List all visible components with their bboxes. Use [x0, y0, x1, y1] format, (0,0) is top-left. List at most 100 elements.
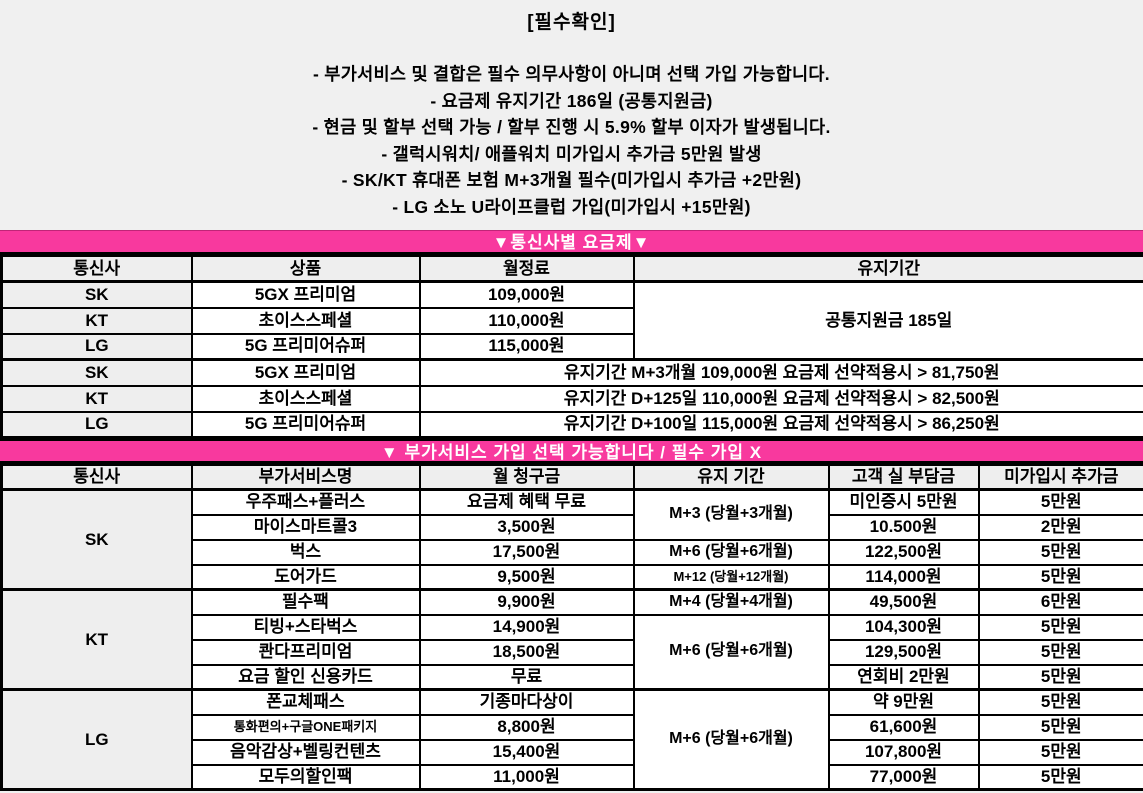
penalty-cell: 5만원: [977, 488, 1143, 516]
discount-detail-cell: 유지기간 D+100일 115,000원 요금제 선약적용시 > 86,250원: [418, 410, 1143, 439]
product-cell: 5GX 프리미엄: [190, 358, 421, 387]
addon-row: 요금 할인 신용카드 무료 연회비 2만원 5만원: [2, 663, 1143, 691]
discount-detail-cell: 유지기간 M+3개월 109,000원 요금제 선약적용시 > 81,750원: [418, 358, 1143, 387]
monthly-fee-cell: 15,400원: [418, 738, 635, 766]
service-name-cell: 폰교체패스: [190, 688, 421, 716]
monthly-fee-cell: 요금제 혜택 무료: [418, 488, 635, 516]
notice-line: - 요금제 유지기간 186일 (공통지원금): [430, 90, 713, 111]
product-cell: 5G 프리미어슈퍼: [190, 332, 421, 361]
penalty-cell: 5만원: [977, 738, 1143, 766]
fee-cell: 115,000원: [418, 332, 635, 361]
header-cell-period: 유지 기간: [632, 463, 830, 491]
notice-title: [필수확인]: [527, 12, 616, 33]
carrier-cell: LG: [0, 332, 193, 361]
monthly-fee-cell: 8,800원: [418, 713, 635, 741]
header-cell-penalty: 미가입시 추가금: [977, 463, 1143, 491]
service-name-cell: 통화편의+구글ONE패키지: [190, 713, 421, 741]
service-name-cell: 필수팩: [190, 588, 421, 616]
addon-row: 콴다프리미엄 18,500원 129,500원 5만원: [2, 638, 1143, 666]
service-name-cell: 마이스마트콜3: [190, 513, 421, 541]
penalty-cell: 5만원: [977, 563, 1143, 591]
customer-cost-cell: 미인증시 5만원: [827, 488, 980, 516]
notice-line: - LG 소노 U라이프클럽 가입(미가입시 +15만원): [392, 196, 751, 217]
product-cell: 초이스스페셜: [190, 306, 421, 335]
carrier-cell: SK: [0, 488, 193, 591]
carrier-cell: SK: [0, 358, 193, 387]
notice-line: - 갤럭시워치/ 애플워치 미가입시 추가금 5만원 발생: [381, 143, 762, 164]
service-name-cell: 모두의할인팩: [190, 763, 421, 791]
customer-cost-cell: 107,800원: [827, 738, 980, 766]
product-cell: 초이스스페셜: [190, 384, 421, 413]
customer-cost-cell: 49,500원: [827, 588, 980, 616]
plan-discount-row: KT 초이스스페셜 유지기간 D+125일 110,000원 요금제 선약적용시…: [0, 384, 1143, 413]
plan-row: KT 초이스스페셜 110,000원: [0, 306, 1143, 335]
customer-cost-cell: 77,000원: [827, 763, 980, 791]
addon-row: 마이스마트콜3 3,500원 10.500원 2만원: [2, 513, 1143, 541]
period-cell: M+6 (당월+6개월): [632, 688, 830, 791]
carrier-cell: KT: [0, 384, 193, 413]
penalty-cell: 5만원: [977, 763, 1143, 791]
monthly-fee-cell: 9,500원: [418, 563, 635, 591]
penalty-cell: 5만원: [977, 638, 1143, 666]
monthly-fee-cell: 9,900원: [418, 588, 635, 616]
service-name-cell: 우주패스+플러스: [190, 488, 421, 516]
penalty-cell: 6만원: [977, 588, 1143, 616]
period-cell: M+6 (당월+6개월): [632, 613, 830, 691]
support-note-cell: 공통지원금 185일: [632, 280, 1143, 361]
header-cell-fee: 월정료: [418, 254, 635, 283]
monthly-fee-cell: 18,500원: [418, 638, 635, 666]
plan-discount-row: SK 5GX 프리미엄 유지기간 M+3개월 109,000원 요금제 선약적용…: [0, 358, 1143, 387]
fee-cell: 110,000원: [418, 306, 635, 335]
addon-row: 도어가드 9,500원 M+12 (당월+12개월) 114,000원 5만원: [2, 563, 1143, 591]
customer-cost-cell: 61,600원: [827, 713, 980, 741]
plan-discount-row: LG 5G 프리미어슈퍼 유지기간 D+100일 115,000원 요금제 선약…: [0, 410, 1143, 439]
notice-line: - 부가서비스 및 결합은 필수 의무사항이 아니며 선택 가입 가능합니다.: [313, 64, 830, 84]
period-cell: M+6 (당월+6개월): [632, 538, 830, 566]
addon-row: KT 필수팩 9,900원 M+4 (당월+4개월) 49,500원 6만원: [0, 588, 1143, 691]
header-cell-service: 부가서비스명: [190, 463, 421, 491]
addon-table: 통신사 부가서비스명 월 청구금 유지 기간 고객 실 부담금 미가입시 추가금…: [0, 463, 1143, 791]
customer-cost-cell: 10.500원: [827, 513, 980, 541]
monthly-fee-cell: 11,000원: [418, 763, 635, 791]
monthly-fee-cell: 무료: [418, 663, 635, 691]
notice-line: - SK/KT 휴대폰 보험 M+3개월 필수(미가입시 추가금 +2만원): [341, 170, 802, 190]
plan-row: LG 5G 프리미어슈퍼 115,000원: [0, 332, 1143, 361]
plan-table-header-row: 통신사 상품 월정료 유지기간: [0, 254, 1143, 283]
addon-row: 모두의할인팩 11,000원 77,000원 5만원: [2, 763, 1143, 791]
penalty-cell: 5만원: [977, 613, 1143, 641]
header-cell-cost: 고객 실 부담금: [827, 463, 980, 491]
carrier-cell: KT: [0, 588, 193, 691]
carrier-cell: KT: [0, 306, 193, 335]
customer-cost-cell: 129,500원: [827, 638, 980, 666]
period-cell: M+4 (당월+4개월): [632, 588, 830, 616]
service-name-cell: 요금 할인 신용카드: [190, 663, 421, 691]
header-cell-carrier: 통신사: [0, 254, 193, 283]
penalty-cell: 5만원: [977, 688, 1143, 716]
notice-lines: - 부가서비스 및 결합은 필수 의무사항이 아니며 선택 가입 가능합니다. …: [0, 61, 1143, 220]
service-name-cell: 벅스: [190, 538, 421, 566]
service-name-cell: 티빙+스타벅스: [190, 613, 421, 641]
product-cell: 5GX 프리미엄: [190, 280, 421, 309]
product-cell: 5G 프리미어슈퍼: [190, 410, 421, 439]
notice-section: [필수확인] - 부가서비스 및 결합은 필수 의무사항이 아니며 선택 가입 …: [0, 0, 1143, 230]
header-cell-keep: 유지기간: [632, 254, 1143, 283]
addon-row: 티빙+스타벅스 14,900원 M+6 (당월+6개월) 104,300원 5만…: [2, 613, 1143, 691]
customer-cost-cell: 104,300원: [827, 613, 980, 641]
penalty-cell: 5만원: [977, 538, 1143, 566]
header-cell-product: 상품: [190, 254, 421, 283]
penalty-cell: 2만원: [977, 513, 1143, 541]
monthly-fee-cell: 14,900원: [418, 613, 635, 641]
addon-row: 벅스 17,500원 M+6 (당월+6개월) 122,500원 5만원: [2, 538, 1143, 566]
notice-line: - 현금 및 할부 선택 가능 / 할부 진행 시 5.9% 할부 이자가 발생…: [312, 117, 831, 137]
carrier-cell: LG: [0, 688, 193, 791]
penalty-cell: 5만원: [977, 713, 1143, 741]
monthly-fee-cell: 3,500원: [418, 513, 635, 541]
fee-cell: 109,000원: [418, 280, 635, 309]
plan-table: 통신사 상품 월정료 유지기간 SK 5GX 프리미엄 109,000원 공통지…: [0, 254, 1143, 439]
customer-cost-cell: 약 9만원: [827, 688, 980, 716]
addon-table-banner: ▼ 부가서비스 가입 선택 가능합니다 / 필수 가입 X: [0, 439, 1143, 463]
addon-row: LG 폰교체패스 기종마다상이 M+6 (당월+6개월) 약 9만원 5만원: [0, 688, 1143, 791]
service-name-cell: 콴다프리미엄: [190, 638, 421, 666]
header-cell-carrier: 통신사: [0, 463, 193, 491]
customer-cost-cell: 연회비 2만원: [827, 663, 980, 691]
